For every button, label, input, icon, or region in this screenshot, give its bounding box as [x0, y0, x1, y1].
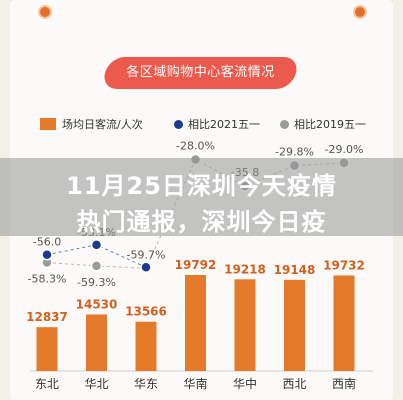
legend-item-bar: 场均日客流/人次 — [40, 116, 143, 132]
series-2021-point — [140, 261, 152, 274]
legend-2019-label: 相比2019五一 — [294, 118, 366, 131]
bar — [135, 321, 157, 371]
bar — [185, 275, 206, 371]
legend-2021-label: 相比2021五一 — [188, 118, 260, 131]
x-tick-label: 华南 — [183, 376, 207, 391]
series-2019-label: -29.0% — [325, 143, 364, 156]
pin-icon — [355, 7, 365, 17]
bar-value-label: 19792 — [175, 258, 217, 272]
x-tick-label: 西北 — [282, 377, 306, 391]
headline-line-1: 11月25日深圳今天疫情 — [66, 172, 337, 200]
headline-overlay: 11月25日深圳今天疫情 热门通报，深圳今日疫 — [0, 158, 403, 236]
series-2019-point — [90, 260, 103, 272]
bar — [234, 279, 256, 371]
series-2021-point — [90, 239, 103, 251]
legend-bar-swatch — [40, 118, 56, 130]
series-2021-label: -59.7% — [127, 248, 166, 261]
x-tick-label: 华东 — [134, 377, 158, 391]
x-tick-label: 华北 — [84, 377, 108, 391]
x-tick-label: 东北 — [35, 377, 59, 391]
bar-value-label: 14530 — [76, 297, 118, 311]
chart-title-badge: 各区域购物中心客流情况 — [101, 57, 300, 89]
series-2019-label: -29.8% — [275, 146, 314, 159]
bar-value-label: 19218 — [224, 262, 266, 276]
series-2021-point — [41, 248, 53, 261]
bar — [36, 327, 58, 371]
legend-dot-2021 — [174, 119, 183, 129]
legend-dot-2019 — [280, 119, 289, 129]
legend-item-2021: 相比2021五一 — [174, 116, 260, 132]
bar — [86, 314, 107, 371]
series-2021-label: -56.0 — [33, 236, 61, 249]
bar-value-label: 19148 — [274, 263, 316, 277]
pin-icon — [40, 7, 50, 17]
legend-bar-label: 场均日客流/人次 — [62, 118, 143, 131]
bar — [284, 279, 305, 371]
bar — [333, 275, 355, 371]
chart-title: 各区域购物中心客流情况 — [126, 65, 275, 80]
x-tick-label: 西南 — [332, 376, 356, 391]
headline-line-2: 热门通报，深圳今日疫 — [76, 208, 327, 236]
x-tick-label: 华中 — [233, 376, 257, 391]
series-2019-label: -28.0% — [176, 140, 215, 153]
legend-item-2019: 相比2019五一 — [280, 116, 366, 132]
series-2019-label: -58.3% — [28, 273, 67, 286]
bar-value-label: 12837 — [26, 310, 68, 324]
bar-value-label: 19732 — [323, 258, 365, 272]
bar-value-label: 13566 — [125, 305, 167, 319]
series-2019-label: -59.3% — [77, 276, 116, 289]
